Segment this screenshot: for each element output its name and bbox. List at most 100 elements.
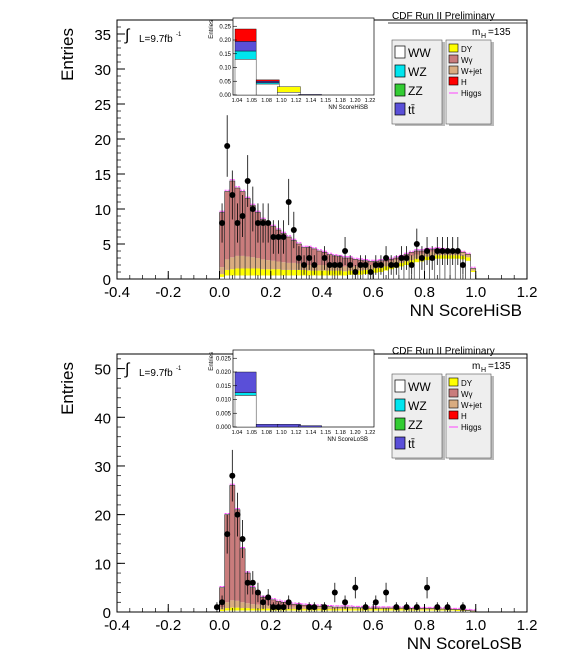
data-point bbox=[450, 248, 456, 254]
bar-dy bbox=[250, 269, 255, 276]
data-point bbox=[393, 604, 399, 610]
bar-wjet bbox=[230, 257, 235, 269]
bar-wgamma bbox=[286, 237, 291, 263]
data-point bbox=[311, 604, 317, 610]
y-tick-label: 20 bbox=[94, 508, 111, 525]
data-point bbox=[291, 227, 297, 233]
bar-wgamma bbox=[245, 199, 250, 257]
bar-dy bbox=[220, 610, 225, 611]
data-point bbox=[337, 262, 343, 268]
inset-bar-ttbar bbox=[235, 41, 256, 51]
inset-bar-ttbar bbox=[256, 81, 279, 82]
data-point bbox=[383, 255, 389, 261]
inset-x-tick-label: 1.10 bbox=[276, 98, 287, 104]
x-tick-label: 1.0 bbox=[465, 284, 486, 301]
inset-bar-h bbox=[256, 80, 279, 81]
data-point bbox=[240, 536, 246, 542]
data-point bbox=[327, 262, 333, 268]
data-point bbox=[229, 192, 235, 198]
inset-y-tick-label: 0.000 bbox=[216, 425, 232, 431]
x-tick-label: -0.4 bbox=[104, 617, 130, 634]
bar-wjet bbox=[327, 607, 332, 609]
data-point bbox=[301, 262, 307, 268]
inset-x-tick-label: 1.18 bbox=[335, 98, 346, 104]
data-point bbox=[224, 531, 230, 537]
inset-y-tick-label: 0.05 bbox=[219, 79, 231, 85]
bar-ww bbox=[317, 276, 322, 280]
bar-dy bbox=[276, 269, 281, 275]
bar-dy bbox=[281, 270, 286, 276]
data-point bbox=[445, 248, 451, 254]
legend-label-higgs: Higgs bbox=[461, 423, 481, 432]
inset-y-tick-label: 0.15 bbox=[219, 52, 231, 58]
bar-dy bbox=[220, 274, 225, 277]
y-axis-title: Entries bbox=[58, 362, 77, 415]
data-point bbox=[434, 248, 440, 254]
bar-ww bbox=[343, 276, 348, 280]
legend-label-dy: DY bbox=[461, 379, 473, 388]
bar-wgamma bbox=[225, 192, 230, 260]
data-point bbox=[245, 178, 251, 184]
bar-wjet bbox=[225, 259, 230, 270]
legend-swatch-h bbox=[449, 77, 458, 85]
bar-ww bbox=[327, 276, 332, 280]
legend-swatch-wjet bbox=[449, 400, 458, 408]
legend-swatch-h bbox=[449, 411, 458, 419]
y-tick-label: 30 bbox=[94, 459, 111, 476]
bar-dy bbox=[455, 610, 460, 611]
legend-label-wjet: W+jet bbox=[461, 401, 482, 410]
bar-dy bbox=[286, 270, 291, 276]
bar-ww bbox=[302, 276, 307, 280]
bar-dy bbox=[440, 610, 445, 611]
data-point bbox=[275, 604, 281, 610]
legend-swatch-ww bbox=[395, 380, 405, 392]
inset-y-tick-label: 0.015 bbox=[216, 384, 232, 390]
bar-dy bbox=[266, 609, 271, 611]
data-point bbox=[404, 255, 410, 261]
bar-wjet bbox=[235, 256, 240, 269]
data-point bbox=[250, 580, 256, 586]
bar-wgamma bbox=[291, 604, 296, 606]
bar-wjet bbox=[281, 262, 286, 270]
bar-dy bbox=[343, 609, 348, 610]
mass-subscript: H bbox=[481, 367, 486, 374]
x-tick-label: 1.2 bbox=[517, 284, 538, 301]
bar-dy bbox=[425, 610, 430, 611]
bar-dy bbox=[389, 609, 394, 610]
bar-dy bbox=[245, 608, 250, 610]
inset-y-tick-label: 0.10 bbox=[219, 66, 231, 72]
bar-dy bbox=[373, 609, 378, 610]
bar-ww bbox=[245, 276, 250, 280]
bar-dy bbox=[327, 609, 332, 610]
bar-wjet bbox=[240, 602, 245, 608]
inset-bar-wz bbox=[235, 393, 256, 396]
bar-ww bbox=[235, 276, 240, 280]
inset-x-tick-label: 1.20 bbox=[350, 430, 361, 436]
bar-wjet bbox=[317, 265, 322, 271]
data-point bbox=[332, 590, 338, 596]
legend-swatch-wgamma bbox=[449, 389, 458, 397]
data-point bbox=[429, 255, 435, 261]
legend-label-wz: WZ bbox=[408, 65, 427, 79]
inset-bar-ttbar bbox=[277, 424, 300, 427]
bar-dy bbox=[368, 609, 373, 610]
bar-dy bbox=[419, 610, 424, 611]
bar-wjet bbox=[235, 601, 240, 608]
bar-dy bbox=[286, 609, 291, 610]
bar-wjet bbox=[291, 263, 296, 270]
bar-dy bbox=[225, 270, 230, 276]
bar-wjet bbox=[240, 256, 245, 269]
legend-swatch-wgamma bbox=[449, 55, 458, 63]
inset-bar-ww bbox=[235, 395, 256, 427]
inset-x-tick-label: 1.12 bbox=[291, 430, 302, 436]
data-point bbox=[234, 512, 240, 518]
inset-x-tick-label: 1.05 bbox=[246, 430, 257, 436]
bar-ww bbox=[261, 276, 266, 280]
inset-bar-ttbar bbox=[298, 426, 321, 427]
data-point bbox=[224, 143, 230, 149]
data-point bbox=[363, 604, 369, 610]
y-tick-label: 15 bbox=[94, 167, 111, 184]
bar-ww bbox=[276, 276, 281, 280]
inset-bar-wz bbox=[256, 83, 279, 84]
